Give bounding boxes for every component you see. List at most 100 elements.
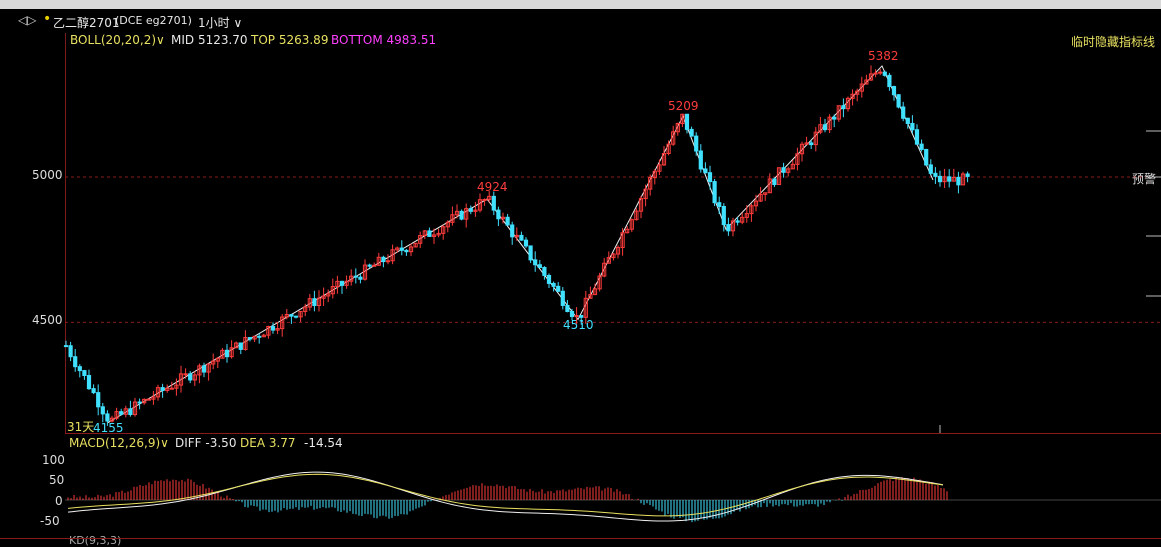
candle-down [933, 172, 938, 177]
back-forward-icon[interactable]: ◁▷ [18, 13, 37, 27]
candle-down [381, 256, 386, 263]
candle-up [206, 363, 211, 373]
candle-down [809, 142, 814, 146]
candle-up [942, 176, 947, 183]
candle-up [620, 232, 625, 248]
candle-down [491, 195, 496, 211]
candle-up [767, 178, 772, 194]
candle-up [583, 297, 588, 318]
candle-up [464, 208, 469, 220]
candle-down [312, 298, 317, 307]
candle-down [546, 274, 552, 284]
candle-up [298, 310, 303, 318]
candle-up [818, 124, 823, 133]
candle-up [385, 260, 391, 263]
low-label-4155: 4155 [93, 421, 124, 435]
period-selector[interactable]: 1小时 ∨ [198, 14, 242, 31]
candle-up [606, 257, 611, 264]
symbol-code: (DCE eg2701) [115, 14, 192, 27]
hide-indicator-button[interactable]: 临时隐藏指标线 [1071, 35, 1156, 49]
candle-down [684, 113, 690, 130]
candle-up [868, 73, 874, 81]
candle-down [832, 116, 837, 120]
candle-up [280, 316, 285, 330]
alert-label[interactable]: 预警 [1132, 172, 1157, 186]
symbol-name[interactable]: 乙二醇2701 [53, 16, 120, 30]
chevron-down-icon: ∨ [160, 436, 169, 450]
candle-up [763, 192, 768, 195]
candle-up [165, 387, 170, 391]
candle-up [675, 123, 680, 133]
candle-up [652, 170, 657, 179]
candle-up [155, 387, 161, 398]
candle-up [243, 337, 248, 350]
candle-down [694, 135, 699, 152]
candle-down [468, 208, 473, 212]
candle-up [643, 188, 648, 200]
candle-up [730, 220, 736, 232]
candle-down [100, 406, 105, 415]
candle-down [579, 315, 584, 318]
candle-up [114, 411, 119, 419]
candle-up [450, 214, 455, 223]
candle-down [257, 335, 262, 338]
candle-up [661, 152, 667, 166]
candle-down [63, 345, 69, 348]
candle-up [321, 295, 326, 299]
macd-label[interactable]: MACD(12,26,9)∨ [69, 436, 169, 450]
candle-up [436, 232, 441, 236]
candle-down [496, 209, 501, 220]
candle-down [537, 264, 542, 269]
candle-up [151, 396, 156, 400]
price-tick-5000: 5000 [32, 168, 63, 182]
candle-up [749, 205, 754, 215]
candle-up [482, 198, 487, 201]
macd-dea: DEA 3.77 [240, 436, 296, 450]
candle-down [726, 224, 731, 232]
candle-down [201, 365, 207, 373]
price-chart-area[interactable] [65, 33, 1161, 433]
candle-up [192, 374, 197, 381]
candle-down [238, 342, 243, 350]
candle-up [666, 143, 671, 154]
candle-up [413, 242, 418, 248]
candle-down [510, 224, 515, 238]
candle-up [215, 357, 220, 362]
candle-up [335, 280, 340, 288]
candle-up [740, 216, 745, 223]
candle-down [128, 408, 133, 416]
candle-up [330, 286, 335, 295]
boll-label[interactable]: BOLL(20,20,2)∨ [70, 33, 165, 47]
candle-up [500, 216, 506, 220]
candle-down [119, 411, 124, 415]
candle-up [671, 131, 676, 145]
candle-down [565, 304, 570, 312]
candle-up [445, 221, 450, 228]
candle-up [827, 116, 832, 131]
candle-up [657, 164, 662, 172]
candle-down [542, 267, 547, 276]
candle-up [873, 72, 878, 75]
candle-down [82, 370, 87, 377]
candle-up [878, 71, 883, 74]
candle-up [744, 213, 749, 218]
chevron-down-icon: ∨ [229, 16, 243, 30]
candle-up [473, 209, 478, 212]
candle-down [556, 285, 561, 292]
candle-up [307, 298, 312, 308]
candle-down [905, 117, 910, 124]
candle-down [712, 181, 717, 204]
candle-down [919, 143, 924, 150]
candle-down [901, 106, 906, 119]
candle-up [275, 328, 280, 331]
candle-down [358, 276, 363, 280]
candle-up [477, 199, 483, 211]
candle-up [634, 210, 639, 221]
candle-up [795, 153, 800, 165]
candle-up [303, 306, 308, 312]
candle-down [735, 220, 740, 223]
candle-up [602, 262, 607, 277]
candle-up [372, 264, 377, 267]
candle-up [615, 246, 621, 255]
